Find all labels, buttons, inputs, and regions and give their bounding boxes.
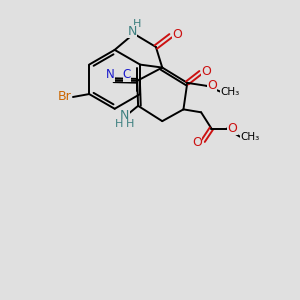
Text: O: O [207, 79, 217, 92]
Text: H: H [126, 119, 134, 129]
Text: Br: Br [57, 90, 71, 103]
Text: CH₃: CH₃ [240, 132, 259, 142]
Text: N: N [128, 25, 137, 38]
Text: O: O [192, 136, 202, 149]
Text: O: O [172, 28, 182, 41]
Text: N: N [120, 109, 130, 122]
Text: O: O [227, 122, 237, 135]
Text: O: O [202, 64, 212, 78]
Text: C: C [123, 68, 131, 81]
Text: CH₃: CH₃ [220, 87, 240, 97]
Text: H: H [115, 119, 123, 129]
Text: H: H [133, 19, 141, 29]
Text: N: N [106, 68, 115, 81]
